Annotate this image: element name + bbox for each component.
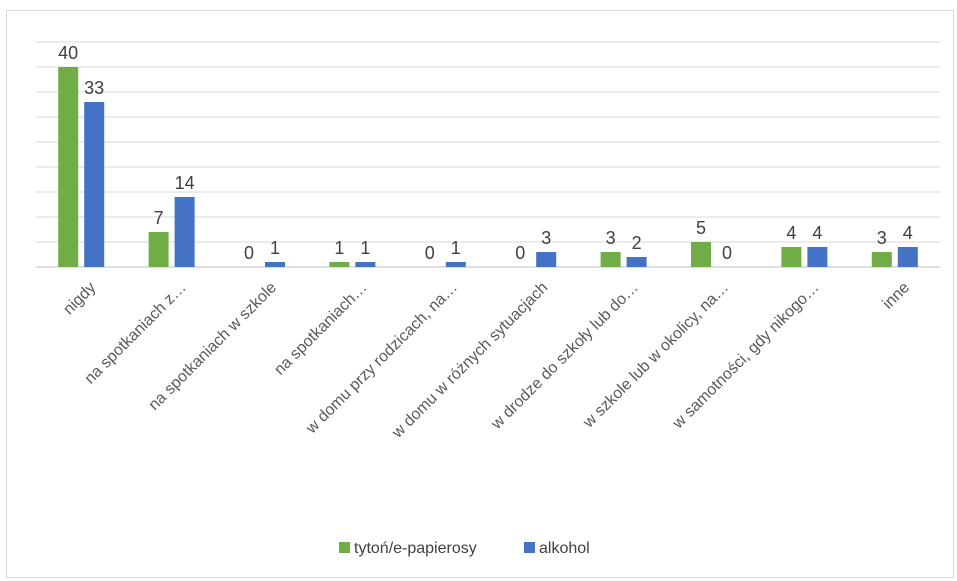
data-label: 3	[606, 228, 616, 248]
bar-tobacco	[781, 247, 802, 267]
category-label: nigdy	[60, 279, 99, 318]
category-label: w samotności, gdy nikogo…	[669, 279, 823, 433]
bar-alcohol	[174, 197, 195, 267]
bar-tobacco	[691, 242, 711, 267]
data-label: 4	[786, 223, 796, 243]
bar-alcohol	[265, 262, 285, 267]
category-label: w drodze do szkoły lub do…	[488, 279, 642, 433]
data-label: 1	[270, 238, 280, 258]
bar-alcohol	[355, 262, 376, 267]
bar-alcohol	[84, 102, 105, 267]
data-label: 3	[877, 228, 887, 248]
data-label: 1	[334, 238, 344, 258]
data-label: 0	[425, 243, 435, 263]
bar-alcohol	[445, 262, 466, 267]
data-label: 33	[84, 78, 104, 98]
legend-label: tytoń/e-papierosy	[354, 540, 477, 557]
bar-tobacco	[148, 232, 169, 267]
data-label: 40	[58, 43, 78, 63]
chart-frame: 40 33 7 14 0 1 1 1 0 1 0 3 3 2 5 0 4 4 3 4 nigdy na spotkani…	[6, 10, 954, 578]
bar-alcohol	[807, 247, 828, 267]
data-label: 1	[451, 238, 461, 258]
data-label: 4	[903, 223, 913, 243]
bar-tobacco	[329, 262, 350, 267]
data-label: 7	[154, 208, 164, 228]
bar-tobacco	[58, 67, 79, 267]
category-label: na spotkaniach…	[271, 279, 370, 378]
category-label: w szkole lub w okolicy, na…	[579, 279, 732, 432]
bar-tobacco	[600, 252, 621, 267]
legend-swatch	[339, 542, 350, 553]
bar-alcohol	[626, 257, 647, 267]
legend-label: alkohol	[539, 540, 590, 557]
data-label: 0	[722, 243, 732, 263]
legend-swatch	[524, 542, 535, 553]
gridlines	[36, 41, 940, 268]
data-label: 4	[812, 223, 822, 243]
bars	[58, 67, 918, 267]
data-label: 3	[541, 228, 551, 248]
category-label: w domu przy rodzicach, na…	[302, 279, 461, 438]
bar-alcohol	[897, 247, 918, 267]
bar-tobacco	[871, 252, 892, 267]
data-label: 5	[696, 218, 706, 238]
data-label: 0	[515, 243, 525, 263]
bar-alcohol	[536, 252, 557, 267]
data-label: 14	[175, 173, 195, 193]
category-label: w domu w różnych sytuacjach	[388, 279, 551, 442]
category-label: inne	[880, 279, 913, 312]
data-label: 1	[360, 238, 370, 258]
category-label: na spotkaniach z…	[82, 279, 190, 387]
data-label: 0	[244, 243, 254, 263]
legend: tytoń/e-papierosy alkohol	[339, 540, 590, 557]
data-label: 2	[632, 233, 642, 253]
